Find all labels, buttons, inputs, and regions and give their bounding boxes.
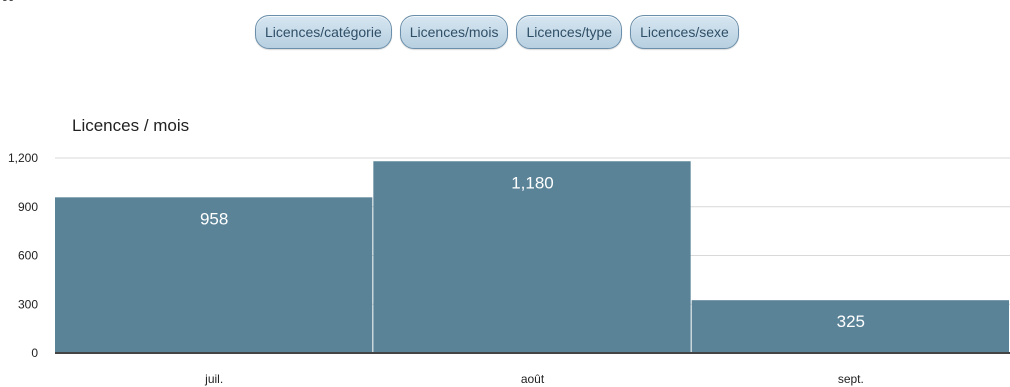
- bar: [55, 197, 373, 353]
- bar-chart: 0 300 600 900 1,200 958 juil. 1,180 août 325 sept.: [8, 151, 1010, 386]
- y-tick-label: 300: [18, 297, 38, 311]
- y-tick-label: 600: [18, 249, 38, 263]
- data-label: 1,180: [511, 173, 554, 192]
- bar: [373, 161, 691, 353]
- corner-fragment-text: 90: [2, 0, 14, 4]
- y-tick-label: 1,200: [8, 151, 38, 165]
- bar: [691, 300, 1009, 353]
- data-label: 325: [837, 312, 865, 331]
- x-tick-label: août: [521, 372, 545, 386]
- tab-licences-sexe[interactable]: Licences/sexe: [630, 15, 739, 49]
- x-tick-label: sept.: [838, 372, 864, 386]
- tab-licences-type[interactable]: Licences/type: [516, 15, 623, 49]
- chart-tabs: Licences/catégorie Licences/mois Licence…: [255, 15, 739, 49]
- x-tick-label: juil.: [204, 372, 223, 386]
- data-label: 958: [200, 209, 228, 228]
- y-tick-label: 900: [18, 200, 38, 214]
- tab-licences-mois[interactable]: Licences/mois: [399, 15, 509, 49]
- chart-title: Licences / mois: [72, 116, 190, 135]
- y-tick-label: 0: [31, 346, 38, 360]
- tab-licences-categorie[interactable]: Licences/catégorie: [255, 15, 392, 49]
